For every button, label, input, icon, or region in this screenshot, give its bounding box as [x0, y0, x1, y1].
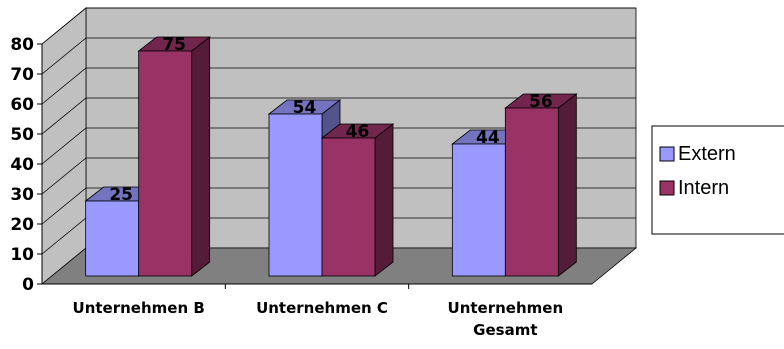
data-label: 56: [529, 92, 553, 112]
y-tick-label: 80: [10, 35, 34, 55]
gridline: [41, 97, 636, 135]
data-label: 25: [109, 185, 133, 205]
gridline: [41, 127, 636, 165]
legend-item-extern[interactable]: Extern: [659, 143, 736, 165]
legend-label: Intern: [678, 177, 729, 199]
legend-swatch: [659, 146, 675, 162]
y-tick-label: 50: [10, 125, 34, 145]
gridline: [41, 7, 636, 45]
bar-front: [504, 107, 559, 277]
gridline: [41, 37, 636, 75]
y-tick-label: 20: [10, 215, 34, 235]
data-label: 46: [346, 122, 370, 142]
bar-front: [85, 200, 140, 277]
bar-front: [138, 50, 193, 277]
legend[interactable]: Extern Intern: [651, 125, 784, 235]
data-label: 54: [293, 98, 317, 118]
data-labels: 25 75 54 46 44 56: [109, 35, 552, 205]
bar-side: [557, 93, 577, 277]
category-label: Unternehmen C: [256, 299, 388, 317]
y-tick-label: 30: [10, 185, 34, 205]
y-tick-label: 70: [10, 65, 34, 85]
bar-front: [268, 113, 323, 277]
legend-box: [651, 125, 784, 235]
y-tick-label: 10: [10, 245, 34, 265]
bar-side: [191, 36, 211, 277]
category-label: Unternehmen B: [73, 299, 205, 317]
gridline: [41, 67, 636, 105]
category-label: Gesamt: [473, 321, 537, 339]
bar-side: [374, 123, 394, 277]
category-label: Unternehmen: [448, 299, 564, 317]
legend-label: Extern: [678, 143, 736, 165]
data-label: 44: [476, 128, 500, 148]
bar-front: [451, 143, 506, 277]
value-axis: 0 10 20 30 40 50 60 70 80: [10, 35, 592, 295]
y-tick-label: 60: [10, 95, 34, 115]
bar-intern-3: [504, 93, 578, 277]
legend-swatch: [659, 180, 675, 196]
data-label: 75: [162, 35, 186, 55]
y-tick-label: 0: [22, 275, 34, 295]
bar-intern-1: [137, 36, 211, 277]
legend-item-intern[interactable]: Intern: [659, 177, 729, 199]
y-tick-label: 40: [10, 155, 34, 175]
bars: [84, 36, 578, 277]
bar-intern-2: [320, 123, 395, 277]
bar-front: [321, 137, 376, 277]
category-axis: Unternehmen B Unternehmen C Unternehmen Ges…: [73, 299, 564, 339]
